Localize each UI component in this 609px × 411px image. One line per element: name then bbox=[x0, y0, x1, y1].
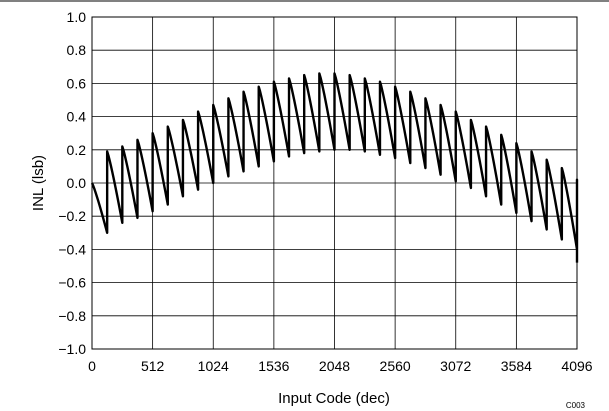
y-tick-labels: 1.0 0.8 0.6 0.4 0.2 0.0 −0.2 −0.4 −0.6 −0.8 −1.0 bbox=[58, 9, 86, 357]
x-tick-label: 1024 bbox=[198, 358, 229, 374]
x-tick-label: 2560 bbox=[380, 358, 411, 374]
y-tick-label: −0.6 bbox=[58, 275, 86, 291]
y-tick-label: 0.4 bbox=[67, 109, 87, 125]
x-tick-label: 4096 bbox=[561, 358, 592, 374]
x-tick-labels: 0 512 1024 1536 2048 2560 3072 3584 4096 bbox=[88, 358, 593, 374]
inl-line bbox=[90, 72, 579, 263]
y-tick-label: 1.0 bbox=[67, 9, 87, 25]
y-tick-label: 0.8 bbox=[67, 42, 87, 58]
y-tick-label: 0.0 bbox=[67, 175, 87, 191]
x-tick-label: 512 bbox=[141, 358, 165, 374]
x-tick-label: 3072 bbox=[440, 358, 471, 374]
x-axis-title: Input Code (dec) bbox=[278, 390, 390, 407]
x-tick-label: 2048 bbox=[319, 358, 350, 374]
inl-series bbox=[90, 72, 579, 263]
x-tick-label: 0 bbox=[88, 358, 96, 374]
y-tick-label: −1.0 bbox=[58, 341, 86, 357]
x-tick-label: 1536 bbox=[258, 358, 289, 374]
y-axis-title: INL (lsb) bbox=[30, 155, 47, 211]
plot-frame bbox=[91, 16, 578, 350]
y-tick-label: −0.4 bbox=[58, 241, 86, 257]
y-tick-label: 0.6 bbox=[67, 75, 87, 91]
y-tick-label: 0.2 bbox=[67, 142, 87, 158]
y-tick-label: −0.8 bbox=[58, 308, 86, 324]
y-tick-label: −0.2 bbox=[58, 208, 86, 224]
x-tick-label: 3584 bbox=[501, 358, 532, 374]
figure-code: C003 bbox=[566, 401, 586, 410]
